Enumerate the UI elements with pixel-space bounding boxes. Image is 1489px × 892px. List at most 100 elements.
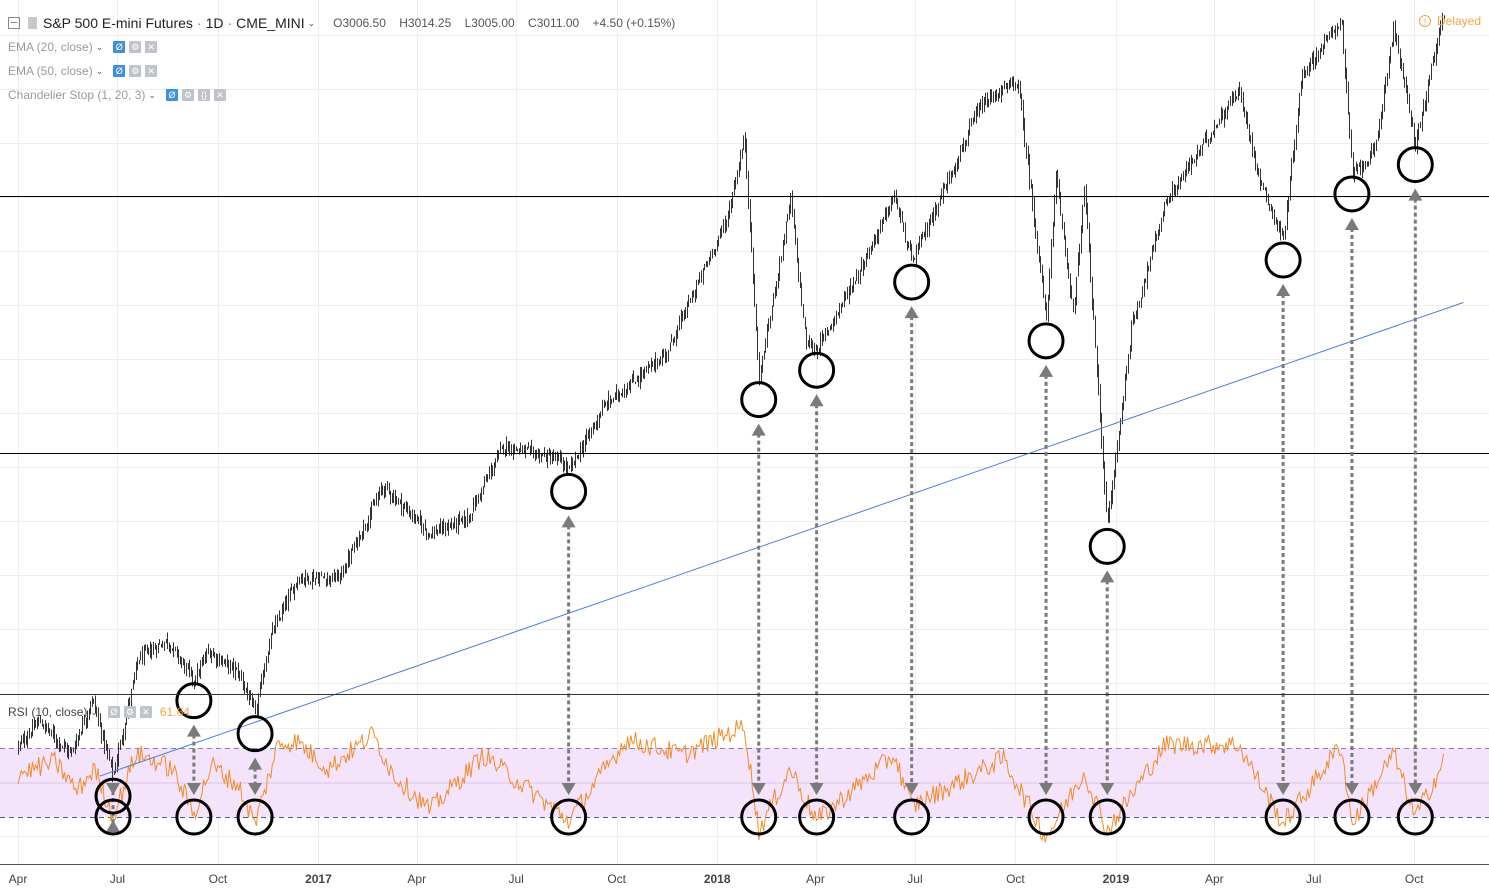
low-circle [94,777,132,815]
arrow-head-down [106,783,121,795]
change-value: +4.50 (+0.15%) [592,16,676,30]
low-circle [175,682,213,720]
low-circle [740,381,778,419]
interval[interactable]: 1D [205,15,224,31]
symbol-name[interactable]: S&P 500 E-mini Futures [43,15,193,31]
x-tick-label: Jul [1306,872,1322,886]
rsi-line [17,719,1445,843]
arrow-head-down [904,783,919,795]
rsi-low-circle [1333,798,1371,836]
arrow-head-up [1408,188,1423,201]
rsi-low-circle [1027,798,1065,836]
delayed-badge[interactable]: ! Delayed [1418,14,1481,28]
low-circle [550,472,588,510]
arrow-head-up [1039,364,1054,377]
trendline [99,301,1464,777]
rsi-low-circle [550,798,588,836]
arrow-head-down [1344,783,1359,795]
x-tick-label: Jul [907,872,923,886]
chevron-down-icon[interactable]: ⌄ [95,41,104,52]
indicator-label[interactable]: EMA (50, close) [8,64,93,78]
rsi-low-circle [1396,798,1434,836]
rsi-legend[interactable]: RSI (10, close) ⌄ Ø ⚙ ✕ 61.64 [8,703,190,721]
rsi-low-circle [798,798,836,836]
rsi-value: 61.64 [159,705,190,719]
braces-icon[interactable]: {} [197,89,210,101]
high-value: H3014.25 [399,16,452,30]
x-tick-label: 2017 [305,872,332,886]
visibility-icon[interactable]: Ø [107,706,120,718]
visibility-icon[interactable]: Ø [113,41,126,53]
close-icon[interactable]: ✕ [139,706,152,718]
low-circle [1088,527,1126,565]
indicator-label[interactable]: EMA (20, close) [8,40,93,54]
low-circle [236,715,274,753]
clock-icon: ! [1418,15,1431,27]
gear-icon[interactable]: ⚙ [123,706,136,718]
chevron-down-icon[interactable]: ⌄ [148,89,156,100]
close-icon[interactable]: ✕ [145,41,158,53]
indicator-label[interactable]: Chandelier Stop (1, 20, 3) [8,88,146,102]
circles [94,146,1434,836]
close-icon[interactable]: ✕ [145,65,158,77]
x-tick-label: Oct [1006,872,1025,886]
x-tick-label: 2018 [703,872,731,886]
delayed-label: Delayed [1436,14,1481,28]
rsi-low-circle [94,798,132,836]
arrow-head-up [751,423,766,436]
arrow-head-down [186,783,201,795]
ohlc-values: O3006.50 H3014.25 L3005.00 C3011.00 +4.5… [333,16,685,30]
price-candles [18,12,1445,783]
visibility-icon[interactable]: Ø [113,65,126,77]
arrow-head-down [751,783,766,795]
arrows [106,188,1423,833]
rsi-low-circle [740,798,778,836]
arrow-head-up [186,724,201,737]
arrow-head-up [904,306,919,319]
gear-icon[interactable]: ⚙ [129,41,142,53]
rsi-low-circle [175,798,213,836]
arrow-head-down [1276,783,1291,795]
arrow-head-down [561,783,576,795]
arrow-head-up [1344,217,1359,230]
close-value: C3011.00 [528,16,580,30]
x-tick-label: Apr [1204,872,1224,886]
x-tick-label: Jul [508,872,524,886]
rsi-low-circle [1088,798,1126,836]
gear-icon[interactable]: ⚙ [129,65,142,77]
close-icon[interactable]: ✕ [213,89,226,101]
x-tick-label: Jul [109,872,126,886]
gear-icon[interactable]: ⚙ [181,89,194,101]
low-value: L3005.00 [464,16,515,30]
low-circle [1333,175,1371,213]
rsi-low-circle [236,798,274,836]
separator-dot: · [227,15,233,31]
chevron-down-icon[interactable]: ⌄ [307,17,316,28]
low-circle [798,351,836,389]
x-tick-label: Oct [607,872,627,886]
indicator-chandelier[interactable]: Chandelier Stop (1, 20, 3) ⌄ Ø ⚙ {} ✕ [8,86,226,104]
rsi-low-circle [893,798,931,836]
arrow-head-down [1100,783,1115,795]
x-tick-label: Oct [1404,872,1424,886]
x-tick-label: 2019 [1102,872,1130,886]
symbol-icon [28,17,37,29]
arrow-head-down [809,783,824,795]
collapse-icon[interactable] [8,17,20,29]
arrow-head-up [1276,284,1291,297]
indicator-ema50[interactable]: EMA (50, close) ⌄ Ø ⚙ ✕ [8,62,158,80]
rsi-low-circle [1264,798,1302,836]
time-axis[interactable]: Apr Jul Oct 2017 Apr Jul Oct 2018 Apr Jul Oct 2019 A… [0,865,1489,892]
x-tick-label: Oct [208,872,228,886]
chevron-down-icon[interactable]: ⌄ [90,706,98,717]
low-circle [1396,146,1434,184]
low-circle [1027,322,1065,360]
indicator-ema20[interactable]: EMA (20, close) ⌄ Ø ⚙ ✕ [8,38,158,56]
arrow-head-down [1039,783,1054,795]
exchange[interactable]: CME_MINI [236,15,305,31]
visibility-icon[interactable]: Ø [165,89,178,101]
chevron-down-icon[interactable]: ⌄ [95,65,104,76]
rsi-label[interactable]: RSI (10, close) [8,705,88,719]
low-circle [1264,241,1302,279]
